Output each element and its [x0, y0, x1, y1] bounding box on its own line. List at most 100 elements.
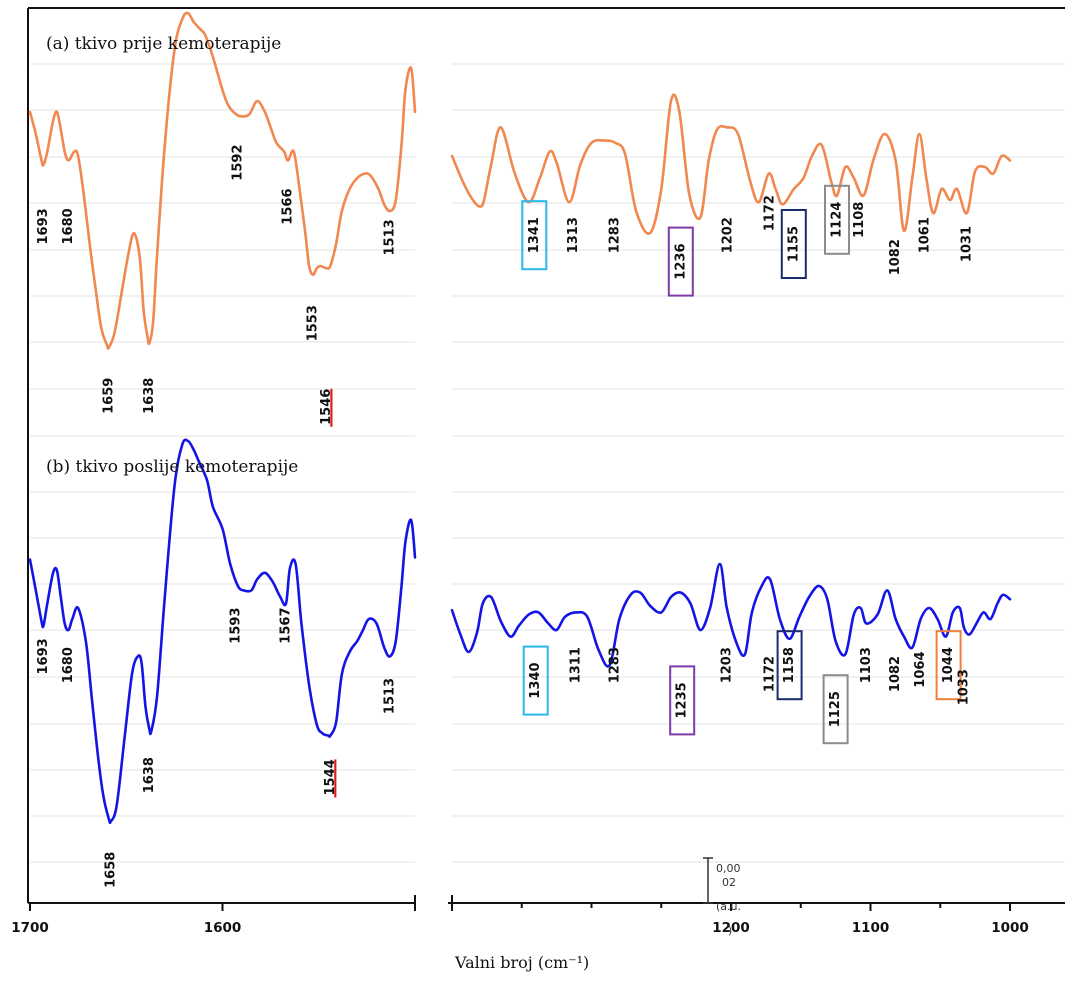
peak-label-group: 1544 — [323, 759, 338, 798]
peak-label-group: 1172 — [763, 656, 778, 692]
peak-label: 1593 — [229, 608, 244, 644]
x-tick-label: 1200 — [712, 920, 750, 936]
peak-label: 1061 — [917, 217, 932, 253]
peak-label-group: 1283 — [608, 647, 623, 683]
peak-label: 1544 — [323, 759, 338, 795]
peak-label: 1680 — [61, 208, 76, 244]
peak-label-group: 1082 — [888, 239, 903, 275]
peak-label: 1044 — [941, 647, 956, 683]
peak-highlight-box — [780, 209, 807, 279]
peak-label: 1158 — [782, 647, 797, 683]
peak-label-group: 1593 — [229, 608, 244, 644]
peak-label: 1172 — [763, 195, 778, 231]
peak-label: 1566 — [280, 189, 295, 225]
peak-label-group: 1202 — [721, 217, 736, 253]
peak-label: 1235 — [675, 682, 690, 718]
peak-label: 1638 — [142, 378, 157, 414]
peak-label: 1172 — [763, 656, 778, 692]
peak-label: 1638 — [142, 757, 157, 793]
peak-label-group: 1693 — [36, 638, 51, 674]
peak-label: 1082 — [888, 656, 903, 692]
peak-highlight-box — [522, 645, 549, 716]
scale-bar-label-3: (a.u. — [716, 900, 741, 913]
peak-label-group: 1658 — [103, 852, 118, 888]
peak-label-group: 1340 — [522, 645, 549, 716]
peak-label: 1033 — [957, 669, 972, 705]
panel-a-title: (a) tkivo prije kemoterapije — [46, 34, 281, 54]
x-ticks: 1700 1600 1200 1100 1000 — [11, 903, 1029, 936]
peak-label-group: 1203 — [719, 647, 734, 683]
peak-highlight-box — [521, 200, 548, 271]
peak-label: 1340 — [528, 663, 543, 699]
peak-label: 1203 — [719, 647, 734, 683]
x-tick-label: 1000 — [991, 920, 1029, 936]
peak-label: 1202 — [721, 217, 736, 253]
peak-highlight-box — [776, 630, 803, 701]
peak-label: 1031 — [959, 226, 974, 262]
peak-label-group: 1341 — [521, 200, 548, 271]
peak-label: 1082 — [888, 239, 903, 275]
peak-labels: 1693 1680 1659 1638 1592 1566 1553 1546 1513 1341… — [36, 145, 974, 888]
peak-label-group: 1283 — [608, 217, 623, 253]
peak-label-group: 1033 — [957, 669, 972, 705]
peak-label-group: 1546 — [319, 389, 334, 427]
peak-label: 1103 — [859, 647, 874, 683]
peak-label: 1658 — [103, 852, 118, 888]
peak-label-group: 1064 — [913, 652, 928, 688]
peak-label: 1341 — [527, 217, 542, 253]
peak-label: 1155 — [786, 226, 801, 262]
peak-highlight-box — [935, 630, 962, 701]
peak-label-group: 1513 — [383, 219, 398, 255]
peak-label: 1124 — [830, 202, 845, 238]
peak-label: 1693 — [36, 208, 51, 244]
peak-label-group: 1061 — [917, 217, 932, 253]
peak-label-group: 1693 — [36, 208, 51, 244]
peak-label-group: 1567 — [279, 608, 294, 644]
scale-bar-label-2: 02 — [722, 876, 736, 889]
peak-highlight-box — [822, 674, 849, 745]
peak-label: 1236 — [673, 244, 688, 280]
peak-label-group: 1638 — [142, 757, 157, 793]
peak-label: 1311 — [569, 647, 584, 683]
scale-bar: 0,00 02 (a.u. ) — [703, 857, 741, 937]
peak-label: 1064 — [913, 652, 928, 688]
peak-label-group: 1044 — [935, 630, 962, 701]
panel-a-left-spectrum-line — [28, 11, 417, 350]
x-tick-label: 1600 — [204, 920, 242, 936]
peak-label-group: 1124 — [824, 184, 850, 255]
peak-label-group: 1680 — [61, 208, 76, 244]
x-axis-label: Valni broj (cm⁻¹) — [454, 953, 589, 972]
peak-label-group: 1311 — [569, 647, 584, 683]
peak-label: 1546 — [319, 389, 334, 425]
axes — [27, 7, 1065, 911]
peak-label-group: 1553 — [306, 305, 321, 341]
peak-label: 1313 — [566, 217, 581, 253]
panel-b-title: (b) tkivo poslije kemoterapije — [46, 457, 298, 477]
peak-label: 1553 — [306, 305, 321, 341]
x-tick-label: 1100 — [852, 920, 890, 936]
peak-label-group: 1158 — [776, 630, 803, 701]
peak-label: 1693 — [36, 638, 51, 674]
peak-label-group: 1592 — [230, 145, 245, 181]
peak-label-group: 1638 — [142, 378, 157, 414]
peak-label: 1513 — [383, 678, 398, 714]
peak-label-group: 1235 — [669, 665, 696, 736]
peak-label-group: 1172 — [763, 195, 778, 231]
panel-a-right-spectrum-line — [450, 93, 1012, 235]
spectra — [28, 11, 1012, 825]
peak-label-group: 1103 — [859, 647, 874, 683]
peak-label: 1567 — [279, 608, 294, 644]
peak-label-group: 1108 — [852, 202, 867, 238]
peak-highlight-box — [667, 226, 694, 297]
peak-label-group: 1566 — [280, 189, 295, 225]
peak-label: 1659 — [101, 378, 116, 414]
peak-label-group: 1031 — [959, 226, 974, 262]
peak-label-group: 1236 — [667, 226, 694, 297]
panel-b-left-spectrum-line — [28, 438, 417, 825]
peak-label: 1283 — [608, 647, 623, 683]
peak-label: 1513 — [383, 219, 398, 255]
peak-label: 1592 — [230, 145, 245, 181]
x-tick-label: 1700 — [11, 920, 49, 936]
peak-label: 1125 — [828, 691, 843, 727]
